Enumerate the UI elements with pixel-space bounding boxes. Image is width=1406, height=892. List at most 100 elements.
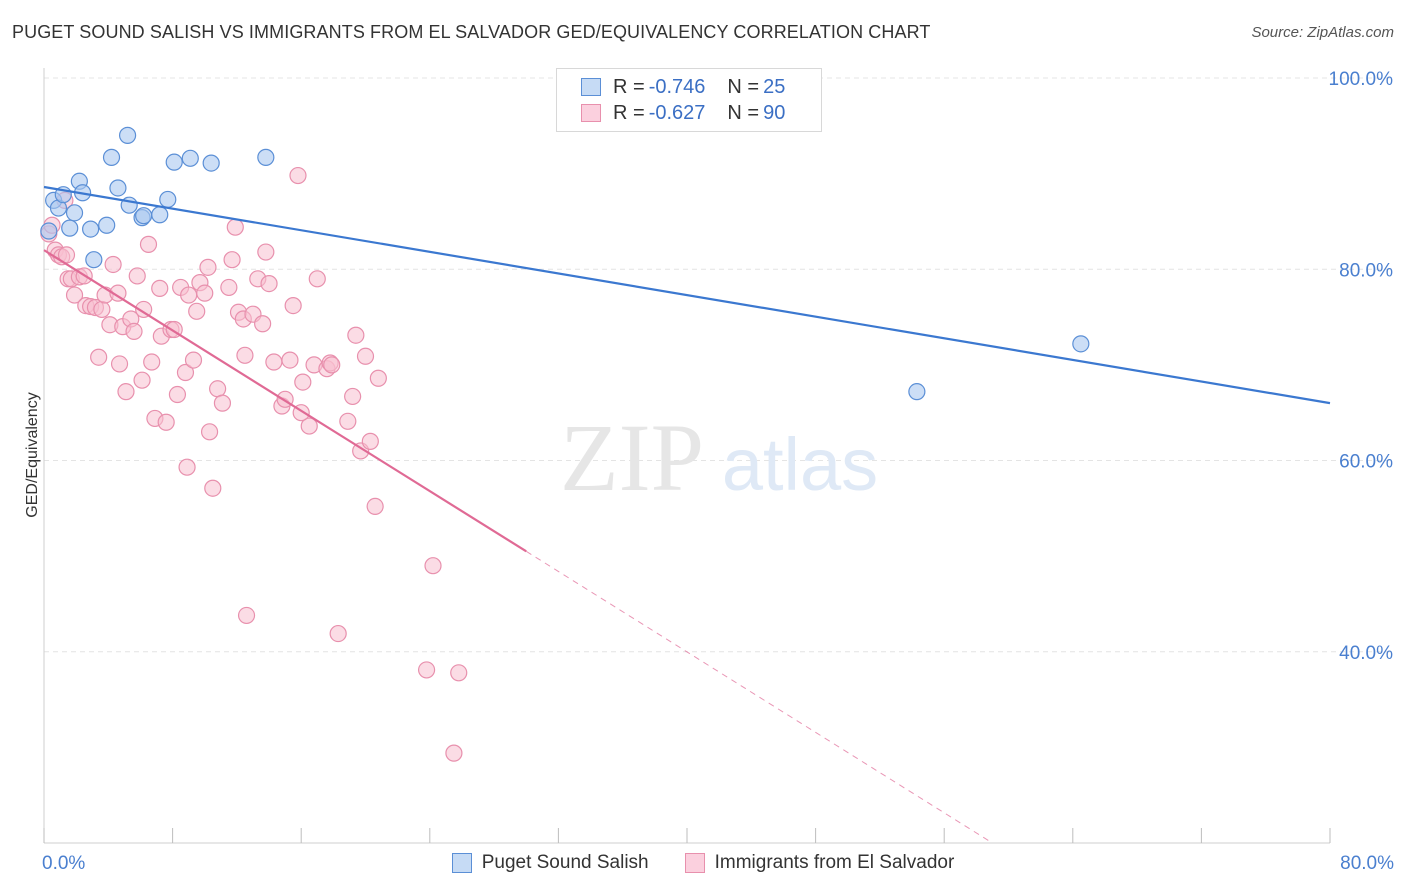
grid-layer <box>44 77 1392 653</box>
legend-r-label: R = <box>613 75 645 98</box>
data-point-el-salvador <box>450 664 468 682</box>
data-point-el-salvador <box>133 371 151 389</box>
legend-r-value: -0.627 <box>648 101 706 124</box>
data-point-el-salvador <box>65 286 84 304</box>
data-point-el-salvador <box>417 661 436 679</box>
y-axis-label: GED/Equivalency <box>24 392 41 517</box>
data-point-el-salvador <box>366 497 384 515</box>
legend-item-puget: Puget Sound Salish <box>451 852 649 874</box>
data-point-puget-sound-salish <box>85 251 103 269</box>
data-point-el-salvador <box>339 412 357 430</box>
data-point-puget-sound-salish <box>165 153 183 171</box>
data-point-el-salvador <box>257 243 275 261</box>
data-point-puget-sound-salish <box>202 154 220 172</box>
data-point-el-salvador <box>143 353 161 371</box>
legend-row-salvador: R = -0.627 N = 90 <box>581 100 789 126</box>
trend-line-puget-sound-salish <box>43 185 1331 405</box>
trend-line-el-salvador <box>43 249 527 553</box>
legend-label-puget: Puget Sound Salish <box>481 852 649 873</box>
watermark-atlas: atlas <box>722 423 878 506</box>
data-point-el-salvador <box>237 606 256 625</box>
data-point-el-salvador <box>109 284 127 302</box>
legend-swatch-pink <box>684 853 705 873</box>
legend-r-value: -0.746 <box>648 75 706 98</box>
data-point-el-salvador <box>223 251 241 269</box>
data-point-el-salvador <box>213 394 232 412</box>
trend-line-el-salvador-extension <box>525 550 993 844</box>
data-point-el-salvador <box>199 258 217 276</box>
data-point-el-salvador <box>369 369 387 387</box>
data-point-el-salvador <box>135 300 153 319</box>
y-tick-label: 40.0% <box>1339 643 1393 664</box>
data-point-el-salvador <box>104 255 122 274</box>
tick-labels: 100.0% 80.0% 60.0% 40.0% 0.0% 80.0% <box>42 69 1394 874</box>
series-puget-sound-salish-points <box>40 126 1090 401</box>
data-point-el-salvador <box>204 479 222 497</box>
data-point-puget-sound-salish <box>135 207 153 225</box>
data-point-el-salvador <box>281 351 299 369</box>
data-point-el-salvador <box>289 166 307 185</box>
data-point-el-salvador <box>329 624 347 643</box>
data-point-el-salvador <box>347 326 365 344</box>
data-point-el-salvador <box>139 235 158 253</box>
data-point-puget-sound-salish <box>257 148 275 166</box>
data-point-puget-sound-salish <box>118 126 137 144</box>
data-point-el-salvador <box>265 353 283 371</box>
y-tick-label: 80.0% <box>1339 260 1393 281</box>
series-legend: Puget Sound Salish Immigrants from El Sa… <box>0 852 1406 874</box>
data-point-el-salvador <box>445 744 463 762</box>
data-point-el-salvador <box>294 373 312 391</box>
axis-layer <box>43 68 1331 844</box>
trend-lines <box>43 185 1331 844</box>
source-label: Source: ZipAtlas.com <box>1251 24 1394 41</box>
legend-row-puget: R = -0.746 N = 25 <box>581 74 789 100</box>
data-point-el-salvador <box>200 423 219 441</box>
data-point-el-salvador <box>361 432 379 450</box>
data-point-puget-sound-salish <box>109 179 127 197</box>
data-point-el-salvador <box>117 383 135 401</box>
data-point-el-salvador <box>220 278 238 297</box>
data-point-puget-sound-salish <box>1072 335 1090 353</box>
watermark-zip: ZIP <box>560 404 704 511</box>
data-point-puget-sound-salish <box>102 148 121 166</box>
data-point-puget-sound-salish <box>61 219 79 237</box>
data-point-el-salvador <box>209 380 227 398</box>
y-tick-label: 100.0% <box>1329 69 1394 90</box>
data-point-el-salvador <box>260 274 278 293</box>
legend-r-label: R = <box>613 101 645 124</box>
data-point-el-salvador <box>176 363 195 382</box>
data-point-el-salvador <box>168 385 187 404</box>
data-point-puget-sound-salish <box>908 383 926 401</box>
legend-swatch-pink <box>581 104 601 122</box>
data-point-el-salvador <box>184 351 203 369</box>
data-point-puget-sound-salish <box>181 149 199 167</box>
data-point-el-salvador <box>90 348 108 366</box>
legend-item-salvador: Immigrants from El Salvador <box>684 852 955 874</box>
data-point-el-salvador <box>196 284 214 302</box>
legend-label-salvador: Immigrants from El Salvador <box>714 852 955 873</box>
data-point-puget-sound-salish <box>159 190 177 209</box>
data-point-el-salvador <box>93 300 111 319</box>
x-tick-label: 80.0% <box>1340 853 1394 874</box>
chart-title: PUGET SOUND SALISH VS IMMIGRANTS FROM EL… <box>12 22 931 42</box>
data-point-el-salvador <box>188 302 206 320</box>
data-point-puget-sound-salish <box>151 206 169 224</box>
data-point-el-salvador <box>151 279 169 297</box>
legend-n-value: 90 <box>763 101 786 124</box>
data-point-el-salvador <box>110 355 129 373</box>
data-point-puget-sound-salish <box>98 216 116 234</box>
legend-n-value: 25 <box>763 75 786 98</box>
data-point-puget-sound-salish <box>40 222 58 240</box>
data-point-puget-sound-salish <box>65 204 84 222</box>
data-point-el-salvador <box>226 218 244 236</box>
data-point-el-salvador <box>344 387 362 406</box>
data-point-el-salvador <box>424 557 442 575</box>
data-point-el-salvador <box>356 347 375 365</box>
data-point-el-salvador <box>125 322 143 341</box>
data-point-el-salvador <box>300 417 318 435</box>
legend-swatch-blue <box>581 78 601 96</box>
data-point-puget-sound-salish <box>82 220 100 238</box>
data-point-el-salvador <box>128 267 146 285</box>
watermark: ZIP atlas <box>560 404 878 511</box>
